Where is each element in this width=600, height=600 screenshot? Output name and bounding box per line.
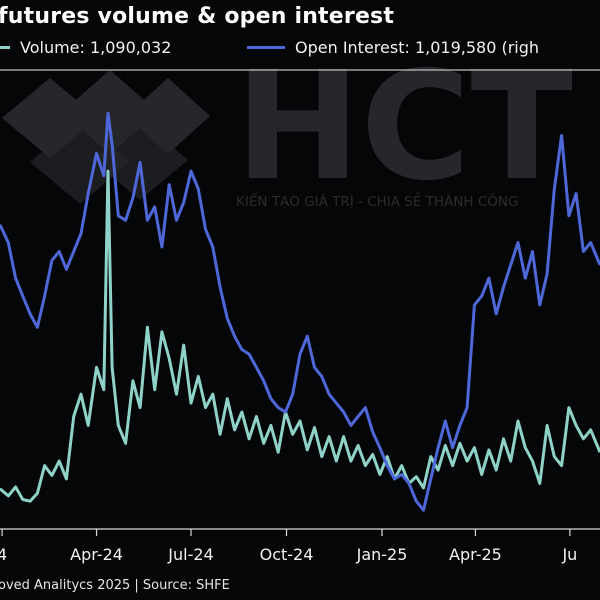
plot-area [0,111,600,512]
legend-label-open-interest: Open Interest: 1,019,580 (righ [295,38,540,57]
legend-item-open-interest: Open Interest: 1,019,580 (righ [247,38,539,57]
x-axis-ticks: 4 Apr-24 Jul-24 Oct-24 Jan-25 Apr-25 Ju [0,529,577,564]
watermark-logo-text: HCT [235,40,573,214]
legend-label-volume: Volume: 1,090,032 [20,38,172,57]
chart-legend: Volume: 1,090,032 Open Interest: 1,019,5… [0,38,600,60]
legend-swatch-open-interest [247,46,285,49]
legend-item-volume: Volume: 1,090,032 [0,38,171,57]
watermark: HCT KIẾN TẠO GIÁ TRỊ - CHIA SẺ THÀNH CÔN… [2,40,573,214]
legend-swatch-volume [0,46,10,49]
x-tick-label: Jan-25 [356,545,408,564]
watermark-tagline: KIẾN TẠO GIÁ TRỊ - CHIA SẺ THÀNH CÔNG [236,191,518,210]
series-line-open-interest [0,111,600,512]
x-tick-label: Apr-24 [70,545,123,564]
chart-footer-source: oved Analitycs 2025 | Source: SHFE [0,578,230,593]
x-tick-label: Apr-25 [449,545,502,564]
x-tick-label: Jul-24 [167,545,213,564]
x-tick-label: Ju [561,545,577,564]
series-line-volume [0,169,600,503]
x-tick-label: Oct-24 [260,545,314,564]
chart-title: futures volume & open interest [0,4,395,29]
x-tick-label: 4 [0,545,7,564]
